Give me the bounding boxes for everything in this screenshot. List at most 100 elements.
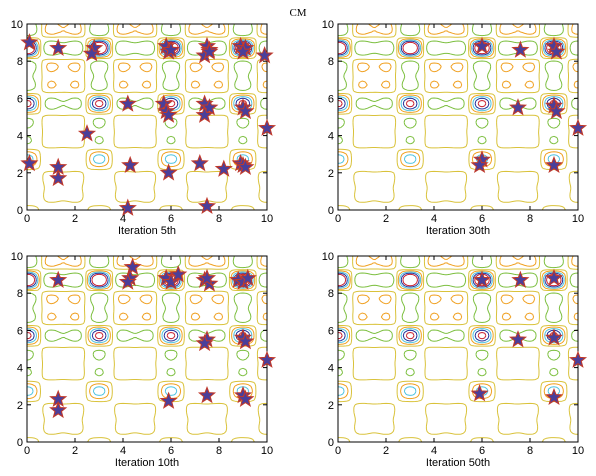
x-tick-label: 10 bbox=[261, 445, 273, 457]
y-tick-label: 2 bbox=[328, 400, 334, 412]
data-points bbox=[49, 257, 277, 419]
data-point-star bbox=[82, 44, 101, 62]
y-tick-label: 6 bbox=[17, 93, 23, 105]
y-tick-label: 8 bbox=[17, 288, 23, 300]
subplot-4: 0 2 4 6 8 10 0 2 4 6 8 10 Iteration 50th bbox=[322, 251, 588, 469]
data-point-star bbox=[544, 328, 564, 346]
x-tick-label: 10 bbox=[572, 213, 584, 225]
contour-level-1 bbox=[27, 24, 267, 145]
y-tick-label: 4 bbox=[17, 363, 23, 375]
data-points bbox=[470, 268, 588, 406]
data-point-star bbox=[214, 159, 233, 177]
x-tick-label: 2 bbox=[72, 445, 78, 457]
panel-xlabel: Iteration 30th bbox=[426, 225, 490, 237]
contour-lines bbox=[338, 256, 578, 442]
data-point-star bbox=[544, 268, 564, 287]
data-point-star bbox=[121, 155, 140, 174]
y-tick-label: 10 bbox=[11, 19, 23, 31]
figure-title: CM bbox=[289, 7, 306, 19]
contour-lines bbox=[338, 24, 578, 210]
data-point-star bbox=[257, 118, 277, 136]
panel-xlabel: Iteration 10th bbox=[115, 457, 179, 469]
data-point-star bbox=[49, 270, 68, 288]
contour-level-2 bbox=[338, 24, 578, 210]
y-tick-label: 10 bbox=[322, 19, 334, 31]
data-point-star bbox=[169, 265, 188, 283]
axes-frame bbox=[337, 255, 579, 443]
data-point-star bbox=[118, 94, 137, 112]
contour-level-6 bbox=[338, 41, 562, 108]
contour-level-4 bbox=[27, 39, 254, 164]
data-point-star bbox=[161, 40, 181, 58]
data-point-star bbox=[547, 42, 566, 60]
y-tick-label: 2 bbox=[17, 168, 23, 180]
data-point-star bbox=[159, 105, 178, 123]
data-point-star bbox=[472, 36, 492, 55]
y-tick-label: 6 bbox=[328, 325, 334, 337]
contour-level-1 bbox=[27, 256, 267, 377]
x-tick-label: 6 bbox=[168, 445, 174, 457]
data-point-star bbox=[544, 155, 564, 174]
data-point-star bbox=[154, 94, 173, 112]
x-tick-label: 6 bbox=[479, 445, 485, 457]
x-tick-label: 2 bbox=[383, 445, 389, 457]
data-point-star bbox=[20, 33, 39, 51]
y-tick-label: 10 bbox=[322, 251, 334, 263]
x-tick-label: 10 bbox=[261, 213, 273, 225]
data-point-star bbox=[49, 168, 68, 187]
contour-level-1 bbox=[338, 24, 578, 145]
x-tick-label: 0 bbox=[335, 445, 341, 457]
data-point-star bbox=[118, 198, 137, 216]
data-point-star bbox=[49, 38, 68, 56]
y-tick-label: 10 bbox=[11, 251, 23, 263]
data-point-star bbox=[508, 98, 528, 116]
x-tick-label: 4 bbox=[431, 445, 437, 457]
data-point-star bbox=[236, 157, 255, 175]
y-tick-label: 8 bbox=[328, 56, 334, 68]
data-point-star bbox=[200, 42, 219, 60]
contour-lines bbox=[27, 24, 267, 210]
data-point-star bbox=[544, 387, 564, 406]
data-point-star bbox=[257, 350, 277, 368]
data-point-star bbox=[470, 384, 489, 402]
contour-level-4 bbox=[338, 271, 565, 396]
data-point-star bbox=[236, 332, 255, 350]
data-point-star bbox=[568, 350, 588, 368]
data-point-star bbox=[197, 385, 217, 404]
x-tick-label: 8 bbox=[527, 445, 533, 457]
data-point-star bbox=[197, 196, 217, 215]
panel-xlabel: Iteration 50th bbox=[426, 457, 490, 469]
subplot-2: 0 2 4 6 8 10 0 2 4 6 8 10 Iteration 30th bbox=[322, 19, 588, 237]
y-tick-label: 4 bbox=[328, 363, 334, 375]
x-tick-label: 4 bbox=[431, 213, 437, 225]
y-tick-label: 0 bbox=[17, 205, 23, 217]
data-point-star bbox=[236, 101, 255, 120]
y-tick-label: 6 bbox=[328, 93, 334, 105]
data-point-star bbox=[236, 389, 255, 407]
contour-lines bbox=[27, 256, 267, 442]
data-point-star bbox=[511, 40, 530, 58]
x-tick-label: 0 bbox=[24, 445, 30, 457]
axes-frame bbox=[337, 23, 579, 211]
data-points bbox=[20, 33, 277, 216]
contour-level-6 bbox=[338, 273, 562, 340]
data-point-star bbox=[472, 270, 492, 288]
y-tick-label: 4 bbox=[328, 131, 334, 143]
data-point-star bbox=[77, 124, 97, 142]
data-point-star bbox=[195, 333, 214, 352]
contour-level-4 bbox=[338, 39, 565, 164]
y-tick-label: 4 bbox=[17, 131, 23, 143]
axes-frame bbox=[26, 255, 268, 443]
contour-level-5 bbox=[338, 272, 564, 342]
x-tick-label: 6 bbox=[479, 213, 485, 225]
x-tick-label: 4 bbox=[120, 445, 126, 457]
data-point-star bbox=[197, 268, 217, 287]
data-point-star bbox=[200, 98, 219, 116]
contour-level-5 bbox=[338, 40, 564, 110]
data-point-star bbox=[508, 330, 528, 348]
data-point-star bbox=[159, 391, 178, 409]
y-tick-label: 2 bbox=[328, 168, 334, 180]
x-tick-label: 10 bbox=[572, 445, 584, 457]
data-point-star bbox=[123, 257, 142, 275]
data-point-star bbox=[568, 118, 588, 136]
